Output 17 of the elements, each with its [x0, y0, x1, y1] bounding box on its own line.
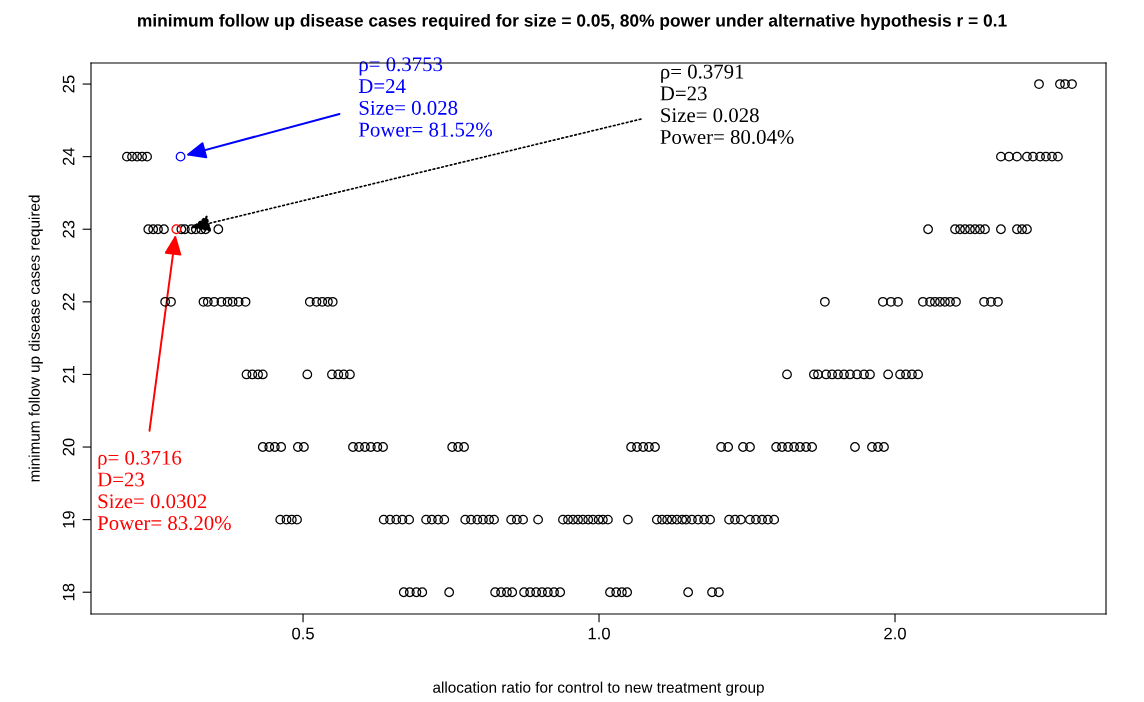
y-tick-label: 19: [62, 511, 75, 528]
y-tick-label: 22: [62, 293, 75, 311]
annotation: ρ= 0.3716 D=23 Size= 0.0302 Power= 83.20%: [97, 450, 231, 531]
y-tick-label: 25: [62, 75, 75, 93]
y-tick-label: 24: [62, 147, 75, 166]
x-tick-label: 2.0: [884, 627, 906, 640]
x-axis-title: allocation ratio for control to new treatment group: [433, 681, 764, 696]
chart-title: minimum follow up disease cases required for size = 0.05, 80% power under alternative hypothesis r = 0.1: [138, 13, 1007, 31]
x-tick-label: 0.5: [292, 627, 314, 640]
y-tick-label: 20: [62, 438, 75, 456]
y-tick-label: 23: [62, 220, 75, 238]
y-axis-title: minimum follow up disease cases required: [28, 195, 43, 482]
y-tick-label: 18: [62, 583, 75, 601]
annotation: ρ= 0.3791 D=23 Size= 0.028 Power= 80.04%: [660, 64, 794, 145]
y-tick-label: 21: [62, 365, 75, 383]
x-tick-label: 1.0: [588, 627, 610, 640]
annotation: ρ= 0.3753 D=24 Size= 0.028 Power= 81.52%: [358, 57, 493, 137]
